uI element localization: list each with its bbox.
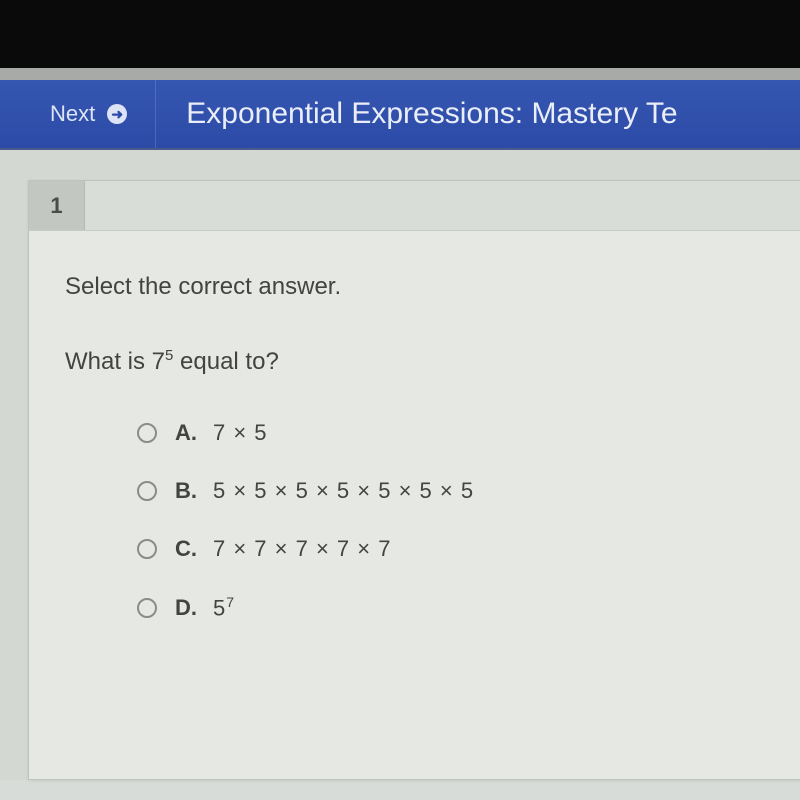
question-tab-1[interactable]: 1 <box>29 181 85 230</box>
radio-b[interactable] <box>137 481 157 501</box>
option-a[interactable]: A. 7 × 5 <box>137 420 766 446</box>
option-c[interactable]: C. 7 × 7 × 7 × 7 × 7 <box>137 536 766 562</box>
option-text: 7 × 7 × 7 × 7 × 7 <box>213 536 391 562</box>
option-text: 57 <box>213 594 235 621</box>
option-b[interactable]: B. 5 × 5 × 5 × 5 × 5 × 5 × 5 <box>137 478 766 504</box>
question-body: Select the correct answer. What is 75 eq… <box>29 231 800 693</box>
question-instruction: Select the correct answer. <box>65 273 766 301</box>
option-text: 5 × 5 × 5 × 5 × 5 × 5 × 5 <box>213 478 474 504</box>
prompt-suffix: equal to? <box>173 348 278 375</box>
next-label: Next <box>50 101 95 127</box>
option-letter: B. <box>175 478 213 504</box>
option-letter: A. <box>175 420 213 446</box>
prompt-prefix: What is 7 <box>65 348 165 375</box>
next-arrow-icon: ➜ <box>107 104 127 124</box>
option-letter: C. <box>175 536 213 562</box>
content-area: 1 Select the correct answer. What is 75 … <box>0 150 800 780</box>
window-top-border <box>0 0 800 68</box>
title-bar: Next ➜ Exponential Expressions: Mastery … <box>0 80 800 150</box>
option-d-exp: 7 <box>226 594 235 610</box>
option-d-base: 5 <box>213 595 226 620</box>
next-button[interactable]: Next ➜ <box>0 80 156 148</box>
page-title: Exponential Expressions: Mastery Te <box>156 97 677 131</box>
radio-a[interactable] <box>137 423 157 443</box>
option-d[interactable]: D. 57 <box>137 594 766 621</box>
radio-d[interactable] <box>137 598 157 618</box>
question-card: 1 Select the correct answer. What is 75 … <box>28 180 800 780</box>
radio-c[interactable] <box>137 539 157 559</box>
option-text: 7 × 5 <box>213 420 268 446</box>
question-prompt: What is 75 equal to? <box>65 347 766 376</box>
window-gray-strip <box>0 68 800 80</box>
tab-rest <box>85 181 800 230</box>
option-letter: D. <box>175 595 213 621</box>
options-list: A. 7 × 5 B. 5 × 5 × 5 × 5 × 5 × 5 × 5 C.… <box>65 420 766 621</box>
tab-row: 1 <box>29 181 800 231</box>
